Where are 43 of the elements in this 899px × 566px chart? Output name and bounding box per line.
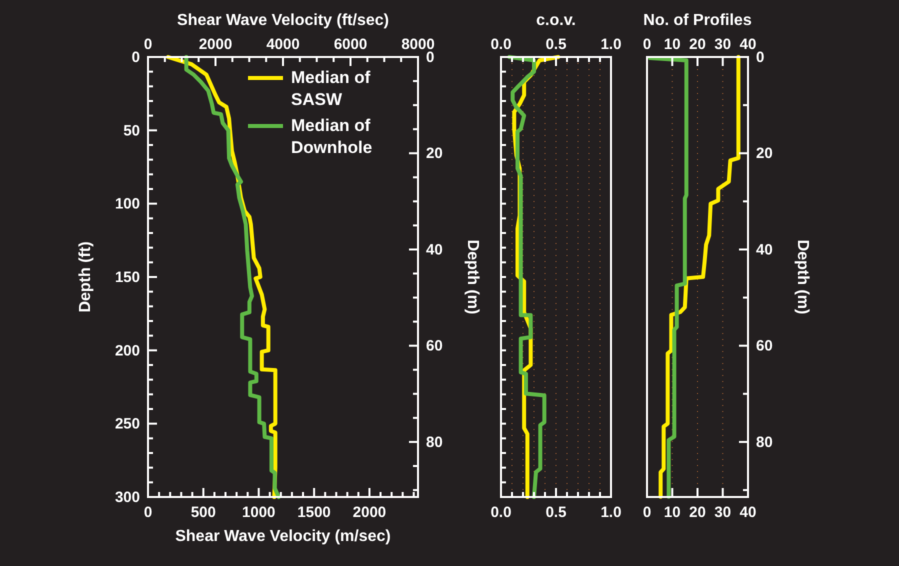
x-tick-label: 0.0	[490, 36, 512, 53]
x-tick-label: 10	[664, 504, 681, 521]
y2-tick-label: 40	[426, 241, 443, 258]
y2-tick-label: 0	[756, 49, 764, 66]
y2-tick-label: 60	[756, 338, 773, 355]
y2-tick-label: 20	[756, 145, 773, 162]
x2-axis-title: No. of Profiles	[643, 12, 752, 29]
x-tick-label: 0	[642, 504, 652, 521]
x-tick-label: 500	[190, 504, 216, 521]
x-tick-label: 0	[144, 504, 152, 521]
x2-tick-label: 4000	[266, 36, 300, 53]
y-tick-label: 100	[114, 196, 140, 213]
x2-axis-title: c.o.v.	[536, 12, 576, 29]
y-axis-title: Depth (ft)	[77, 241, 94, 313]
y-tick-label: 50	[123, 122, 140, 140]
x-tick-label: 2000	[352, 504, 386, 521]
x-tick-label: 0.5	[546, 36, 566, 53]
y2-axis-title: Depth (m)	[794, 240, 811, 314]
line-series	[184, 55, 281, 499]
y-tick-label: 150	[114, 269, 140, 286]
y-tick-label: 0	[132, 49, 140, 66]
x-tick-label: 1500	[297, 504, 331, 521]
y2-tick-label: 60	[426, 338, 443, 355]
x2-tick-label: 6000	[334, 36, 368, 53]
legend-label: Median of Downhole	[291, 116, 372, 157]
y2-axis-title: Depth (m)	[464, 240, 481, 314]
x-axis-title: Shear Wave Velocity (m/sec)	[175, 528, 391, 545]
y2-tick-label: 20	[426, 145, 443, 162]
x-tick-label: 30	[714, 504, 732, 521]
x-tick-label: 1.0	[600, 36, 622, 53]
y2-tick-label: 40	[756, 241, 773, 258]
line-series	[658, 55, 740, 499]
y2-tick-label: 80	[426, 434, 443, 451]
x2-axis-title: Shear Wave Velocity (ft/sec)	[177, 12, 389, 29]
x-tick-label: 20	[689, 504, 706, 521]
y-tick-label: 250	[114, 416, 140, 433]
y2-tick-label: 80	[756, 434, 773, 451]
x-tick-label: 1000	[242, 504, 276, 521]
x-tick-label: 40	[740, 504, 756, 521]
y-tick-label: 300	[114, 489, 140, 506]
line-series	[648, 56, 688, 499]
y-tick-label: 200	[114, 342, 140, 360]
legend-label: Median of SASW	[291, 68, 371, 109]
